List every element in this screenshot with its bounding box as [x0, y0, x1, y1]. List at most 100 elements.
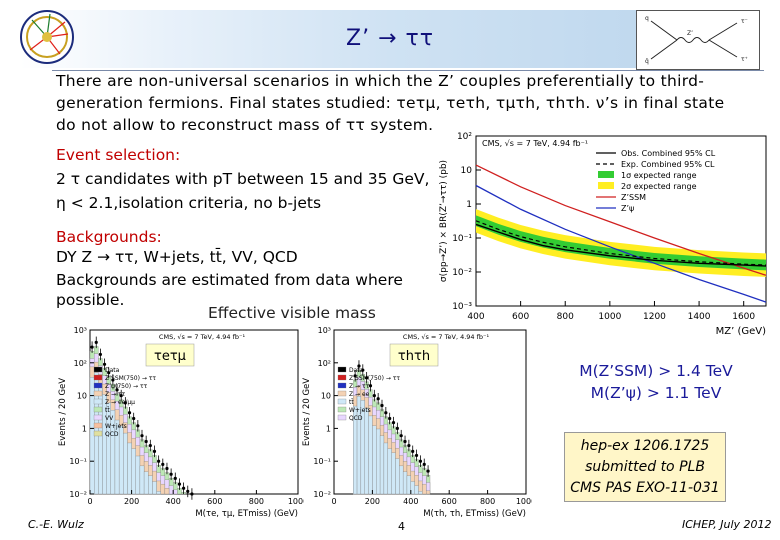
y-tick-label: 10⁻² [313, 490, 331, 499]
x-tick-label: 1000 [288, 497, 304, 506]
bkg-bar [118, 425, 124, 495]
feynman-diagram: q q̄ Z’ τ⁻ τ⁺ [636, 10, 760, 70]
bkg-bar [372, 425, 377, 495]
reference-line-1: hep-ex 1206.1725 [580, 438, 710, 454]
bkg-bar [368, 415, 373, 495]
line-expected [475, 220, 767, 266]
legend-swatch [337, 382, 347, 389]
bkg-bar [135, 455, 141, 495]
legend-label: Exp. Combined 95% CL [621, 160, 715, 169]
y-tick-label: 10⁻¹ [452, 234, 472, 244]
bkg-bar [406, 475, 411, 495]
bkg-bar [395, 458, 400, 495]
legend-label: 2σ expected range [621, 182, 697, 191]
y-tick-label: 10² [457, 132, 472, 142]
bkg-bar [399, 465, 404, 495]
x-tick-label: 800 [249, 497, 264, 506]
y-tick-label: 10⁻² [452, 268, 472, 278]
selection-heading: Event selection: [56, 146, 181, 164]
line-zpsi [475, 184, 767, 303]
legend-label: tt̄ [349, 399, 354, 406]
y-axis-label: Events / 20 GeV [58, 378, 68, 446]
bkg-bar [160, 483, 166, 495]
legend-swatch [93, 398, 103, 405]
hist-title: CMS, √s = 7 TeV, 4.94 fb⁻¹ [159, 333, 246, 341]
x-tick-label: 400 [467, 312, 484, 322]
legend-label: W+jets [105, 423, 127, 430]
legend-label: Z’SSM(750) → ττ [105, 375, 156, 382]
bkg-bar [127, 442, 132, 495]
footer-author: C.-E. Wulz [28, 518, 84, 531]
x-tick-label: 0 [87, 497, 92, 506]
legend-label: QCD [349, 415, 363, 422]
x-tick-label: 600 [207, 497, 222, 506]
legend-label: Z → ee/μμ [105, 399, 135, 406]
legend-swatch [337, 414, 347, 421]
legend-label: tt̄ [105, 407, 110, 414]
bkg-bar [131, 448, 136, 495]
bkg-bar [164, 488, 170, 495]
x-tick-label: 1000 [598, 312, 621, 322]
x-tick-label: 1400 [688, 312, 711, 322]
legend-swatch [93, 366, 103, 373]
intro-paragraph: There are non-universal scenarios in whi… [56, 72, 725, 134]
bkg-bar [383, 442, 388, 495]
bkg-bar [139, 465, 145, 495]
y-tick-label: 10⁻³ [452, 302, 472, 312]
x-tick-label: 800 [480, 497, 495, 506]
y-tick-label: 10³ [74, 326, 87, 335]
x-axis-label: M(τe, τμ, ETmiss) (GeV) [195, 509, 298, 519]
x-tick-label: 1000 [516, 497, 532, 506]
bkg-bar [379, 435, 385, 495]
line-observed [475, 223, 767, 267]
y-tick-label: 10³ [318, 326, 331, 335]
backgrounds-line-1: DY Z → ττ, W+jets, tt̄, VV, QCD [56, 248, 298, 266]
mass-limit-psi: M(Z’ψ) > 1.1 TeV [590, 384, 722, 402]
x-tick-label: 400 [403, 497, 418, 506]
channel-label-box [145, 343, 195, 367]
channel-label: τhτh [398, 349, 430, 364]
legend-label: Z’SSM(750) → ττ [349, 375, 400, 382]
svg-text:q̄: q̄ [645, 58, 649, 65]
bkg-bar [387, 448, 392, 495]
channel-label: τeτμ [154, 349, 186, 364]
svg-text:τ⁻: τ⁻ [741, 18, 748, 25]
legend-swatch [337, 398, 347, 405]
legend-label: Z’ψ(750) → ττ [105, 383, 148, 390]
bkg-bar [152, 481, 157, 495]
bkg-bar [148, 475, 153, 495]
reference-line-2: submitted to PLB [585, 459, 705, 475]
bkg-bar [143, 471, 149, 495]
bkg-bar [376, 428, 381, 495]
bkg-bar [418, 491, 423, 495]
line-zssm [475, 164, 767, 276]
x-tick-label: 200 [365, 497, 380, 506]
reference-line-3: CMS PAS EXO-11-031 [570, 480, 720, 496]
legend-label: VV [105, 415, 114, 422]
legend-label: Z → ττ [105, 391, 126, 398]
legend-label: Z → ee [349, 391, 370, 398]
title-divider [52, 70, 764, 71]
histogram-tau-h-tau-h: 0 200 400 600 800 1000 10³ 10² 10 1 10⁻¹ 10⁻² M(τh, … [302, 326, 532, 519]
legend-swatch [93, 382, 103, 389]
footer-conference: ICHEP, July 2012 [682, 518, 772, 531]
legend-label: Data [105, 367, 120, 374]
svg-text:τ⁺: τ⁺ [741, 56, 748, 63]
channel-label-box [389, 343, 439, 367]
legend-swatch [93, 406, 103, 413]
y-axis-label: Events / 20 GeV [302, 378, 312, 446]
mass-limit-ssm: M(Z’SSM) > 1.4 TeV [579, 362, 733, 380]
legend-label: Obs. Combined 95% CL [621, 149, 716, 158]
bkg-bar [422, 483, 427, 495]
selection-line-2: η < 2.1,isolation criteria, no b-jets [56, 194, 322, 212]
limit-plot: 400 600 800 1000 1200 1400 1600 10⁻³ 10⁻² 10⁻¹ 1 10… [439, 132, 767, 337]
bkg-bar [168, 485, 174, 495]
bkg-bar [173, 489, 178, 495]
x-tick-label: 200 [124, 497, 139, 506]
x-tick-label: 1600 [732, 312, 755, 322]
legend-swatch [93, 374, 103, 381]
band-1-sigma [476, 215, 766, 271]
legend-swatch [93, 430, 103, 437]
x-axis-label: MZ’ (GeV) [716, 326, 766, 337]
legend-swatch [93, 422, 103, 429]
